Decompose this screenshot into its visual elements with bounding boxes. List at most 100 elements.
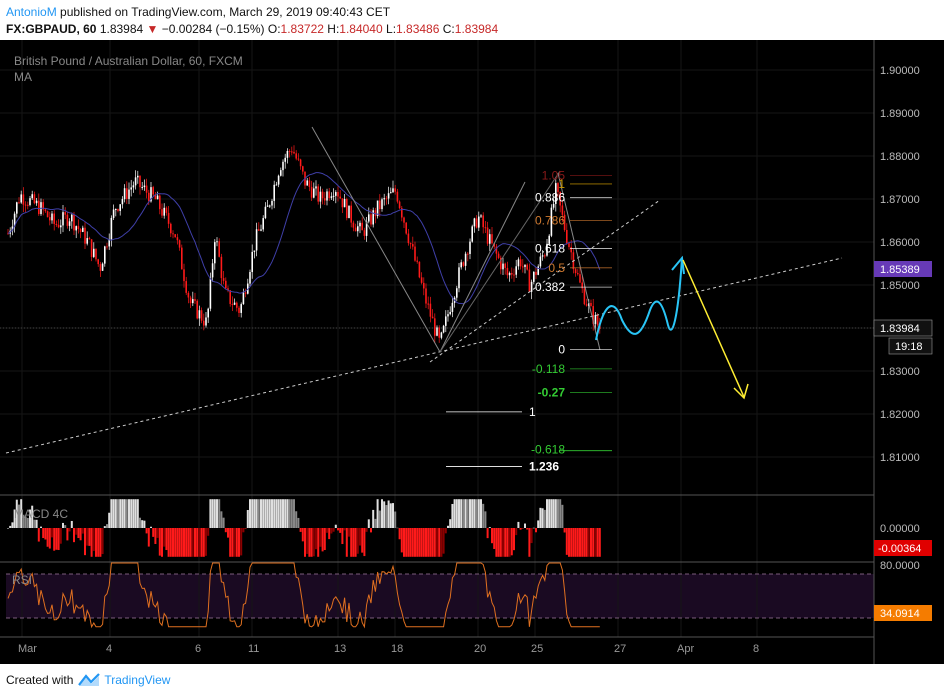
candle-body — [55, 223, 58, 225]
macd-bar — [48, 528, 51, 549]
macd-bar — [284, 499, 287, 528]
macd-bar — [343, 528, 346, 531]
macd-bar — [286, 499, 289, 528]
candle-body — [112, 209, 115, 218]
trading-chart[interactable]: 1.0510.8860.7860.6180.50.3820-0.118-0.27… — [0, 40, 944, 664]
macd-legend[interactable]: MACD 4C — [14, 507, 68, 521]
last-price-text: 1.83984 — [880, 323, 920, 335]
macd-bar — [383, 501, 386, 528]
macd-bar — [427, 528, 430, 557]
candle-body — [22, 194, 25, 205]
candle-body — [533, 271, 535, 282]
macd-bar — [169, 528, 172, 557]
candle-body — [361, 222, 363, 231]
candle-body — [462, 262, 465, 266]
candle-body — [561, 205, 564, 215]
candle-body — [29, 198, 31, 206]
candles — [7, 145, 601, 344]
macd-bar — [84, 528, 86, 556]
macd-bar — [92, 528, 95, 551]
fib-ext-label: 1.236 — [529, 459, 559, 473]
candle-body — [596, 315, 599, 325]
candle-body — [484, 227, 487, 229]
candle-body — [33, 194, 36, 204]
candle-body — [524, 264, 526, 267]
macd-bar — [51, 528, 53, 538]
candle-body — [152, 187, 154, 195]
macd-bar — [202, 528, 205, 557]
publish-text: published on TradingView.com, March 29, … — [60, 5, 391, 19]
candle-body — [350, 205, 352, 223]
macd-bar — [112, 499, 115, 528]
candle-body — [405, 222, 407, 234]
candle-body — [244, 292, 247, 294]
candle-body — [178, 240, 181, 248]
candle-body — [84, 227, 86, 244]
macd-bar — [521, 528, 524, 529]
macd-bar — [552, 499, 555, 528]
last-price-tag — [873, 319, 933, 337]
macd-bar — [387, 500, 390, 528]
tradingview-link[interactable]: TradingView — [104, 673, 171, 687]
candle-body — [134, 177, 137, 186]
projection-arrow-icon — [671, 255, 685, 275]
macd-bar — [436, 528, 438, 557]
macd-bar — [345, 528, 348, 557]
x-tick-label: 11 — [248, 643, 259, 655]
candle-body — [271, 200, 273, 206]
candle-body — [297, 158, 300, 160]
macd-bar — [306, 528, 309, 554]
macd-bar — [53, 528, 56, 551]
candle-body — [174, 234, 176, 238]
candle-body — [570, 247, 572, 253]
rsi-y-tick: 80.0000 — [880, 560, 920, 572]
macd-bar — [13, 509, 16, 528]
candle-body — [310, 186, 313, 198]
macd-bar — [407, 528, 410, 557]
macd-bar — [141, 520, 144, 528]
candle-body — [20, 194, 22, 203]
candle-body — [469, 241, 471, 254]
price-change: −0.00284 (−0.15%) — [161, 22, 265, 36]
macd-bar — [392, 503, 394, 528]
candle-body — [423, 282, 425, 289]
y-tick-label: 1.87000 — [880, 194, 920, 206]
y-tick-label: 1.81000 — [880, 452, 920, 464]
footer: Created with TradingView — [6, 673, 170, 687]
macd-bar — [337, 528, 339, 531]
macd-bar — [376, 499, 379, 528]
fib-level-label: 1 — [558, 177, 565, 191]
rsi-legend[interactable]: RSI — [12, 573, 32, 587]
x-tick-label: 13 — [334, 643, 346, 655]
candle-body — [262, 218, 264, 230]
macd-bar — [480, 499, 482, 528]
candle-body — [88, 238, 91, 240]
macd-bar — [200, 528, 203, 557]
open-label: O: — [267, 22, 281, 36]
candle-body — [548, 235, 550, 244]
macd-bar — [266, 499, 269, 528]
candle-body — [398, 201, 401, 209]
macd-bar — [46, 528, 49, 547]
macd-bar — [405, 528, 408, 557]
candle-body — [79, 228, 82, 232]
macd-bar — [568, 528, 570, 557]
x-tick-label: 25 — [531, 643, 543, 655]
candle-body — [508, 272, 511, 276]
candle-body — [57, 224, 60, 228]
candle-body — [447, 314, 449, 317]
author-link[interactable]: AntonioM — [6, 5, 57, 19]
candle-body — [379, 200, 381, 210]
candle-body — [504, 263, 506, 268]
candle-body — [240, 304, 242, 313]
candle-body — [148, 192, 150, 202]
y-tick-label: 1.85000 — [880, 280, 920, 292]
fib-leg-down — [311, 126, 441, 353]
macd-bar — [24, 516, 27, 528]
macd-bar — [453, 499, 456, 528]
x-tick-label: 4 — [106, 643, 112, 655]
candle-body — [535, 271, 537, 275]
macd-bar — [308, 528, 311, 557]
ma-legend[interactable]: MA — [14, 70, 32, 84]
candle-body — [339, 196, 341, 199]
